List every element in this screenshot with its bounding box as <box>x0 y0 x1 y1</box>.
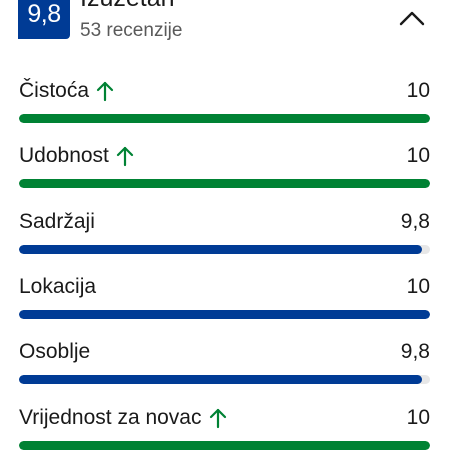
score-bar-track <box>19 440 430 450</box>
category-score: 10 <box>406 405 430 429</box>
category-score: 10 <box>406 144 430 168</box>
score-bar-fill <box>19 114 430 123</box>
score-bar-track <box>19 244 430 254</box>
overall-score-badge: 9,8 <box>18 0 70 39</box>
category-row: Vrijednost za novac 10 <box>0 404 450 450</box>
arrow-up-icon <box>208 407 228 429</box>
score-bar-track <box>19 309 430 319</box>
score-bar-fill <box>19 244 422 254</box>
category-label-text: Udobnost <box>19 144 109 168</box>
category-label-text: Lokacija <box>19 274 97 298</box>
score-bar-fill <box>19 309 430 319</box>
category-label: Lokacija <box>19 273 96 301</box>
rating-header: 9,8 Izuzetan 53 recenzije <box>0 0 450 43</box>
category-label: Sadržaji <box>19 208 95 236</box>
score-bar-track <box>19 114 430 123</box>
category-label-text: Čistoća <box>19 79 90 102</box>
category-label: Osoblje <box>19 338 90 366</box>
rating-word: Izuzetan <box>80 0 175 13</box>
category-score: 9,8 <box>400 340 430 364</box>
category-row: Udobnost 10 <box>0 142 450 192</box>
arrow-up-icon <box>95 80 115 102</box>
category-row: Čistoća 10 <box>0 77 450 127</box>
score-bar-track <box>19 375 430 385</box>
category-score: 10 <box>406 274 430 298</box>
score-bar-fill <box>19 440 430 450</box>
category-label: Čistoća <box>19 77 115 105</box>
category-label-text: Vrijednost za novac <box>19 405 202 429</box>
collapse-button[interactable] <box>392 3 432 33</box>
category-score: 10 <box>406 79 430 102</box>
category-label-text: Osoblje <box>19 340 91 364</box>
category-row: Osoblje 9,8 <box>0 338 450 388</box>
category-label: Udobnost <box>19 142 135 170</box>
review-count[interactable]: 53 recenzije <box>80 20 183 41</box>
category-row: Sadržaji 9,8 <box>0 208 450 258</box>
chevron-up-icon <box>399 11 425 26</box>
score-bar-fill <box>19 375 422 385</box>
category-score: 9,8 <box>400 209 430 233</box>
category-row: Lokacija 10 <box>0 273 450 323</box>
arrow-up-icon <box>115 145 135 167</box>
score-bar-track <box>19 179 430 189</box>
category-label-text: Sadržaji <box>19 209 95 233</box>
score-bar-fill <box>19 179 430 189</box>
category-label: Vrijednost za novac <box>19 404 228 432</box>
